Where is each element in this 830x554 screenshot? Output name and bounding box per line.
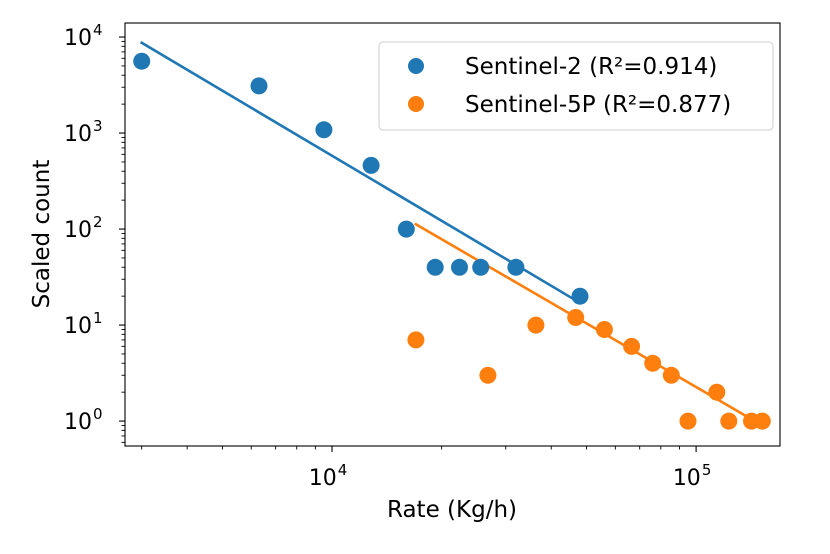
- point-series-2-5: [595, 321, 613, 338]
- point-series-2-4: [567, 309, 585, 326]
- point-series-2-9: [679, 412, 697, 430]
- point-series-1-1: [133, 52, 151, 70]
- point-series-1-7: [451, 258, 468, 276]
- point-series-1-10: [571, 287, 589, 305]
- point-series-1-3: [315, 121, 333, 139]
- point-series-2-2: [479, 366, 497, 384]
- point-series-1-2: [250, 77, 268, 95]
- point-series-2-13: [753, 412, 771, 430]
- data-points: [133, 52, 771, 430]
- fit-line-series-1: [139, 41, 582, 305]
- point-series-1-8: [472, 258, 490, 276]
- point-series-1-9: [507, 258, 525, 276]
- point-series-2-10: [708, 383, 726, 401]
- legend-marker-sentinel-5p: [408, 96, 424, 112]
- legend-entry-sentinel-5p: Sentinel-5P (R²=0.877): [465, 92, 731, 118]
- x-axis-minor-ticks: [141, 446, 680, 450]
- fit-line-series-2: [414, 222, 757, 423]
- point-series-2-6: [623, 337, 641, 355]
- point-series-2-7: [644, 354, 662, 372]
- point-series-1-5: [397, 220, 415, 238]
- point-series-2-1: [407, 331, 425, 349]
- x-axis-ticks: 104 105: [309, 446, 711, 491]
- fit-lines: [139, 41, 757, 423]
- y-tick-label-3: 102: [64, 213, 103, 243]
- point-series-1-4: [362, 156, 380, 174]
- point-series-1-6: [426, 258, 444, 276]
- point-series-2-8: [662, 366, 680, 384]
- legend-entry-sentinel-2: Sentinel-2 (R²=0.914): [465, 54, 717, 80]
- legend-box: [378, 41, 774, 131]
- plot-frame: [124, 22, 781, 447]
- y-axis-label: Scaled count: [29, 160, 55, 309]
- point-series-2-3: [527, 316, 545, 334]
- legend-marker-sentinel-2: [408, 58, 424, 74]
- y-tick-label-2: 101: [64, 309, 103, 339]
- y-axis-minor-ticks: [121, 40, 125, 443]
- x-axis-label: Rate (Kg/h): [387, 497, 517, 523]
- point-series-2-11: [720, 412, 738, 430]
- legend: Sentinel-2 (R²=0.914) Sentinel-5P (R²=0.…: [378, 41, 774, 131]
